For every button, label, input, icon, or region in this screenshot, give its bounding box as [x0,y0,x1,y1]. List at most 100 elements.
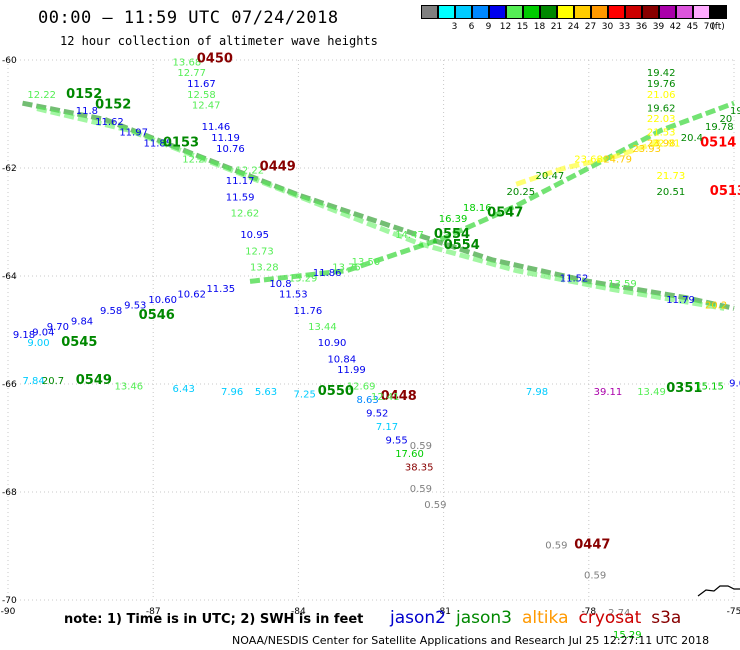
swh-value-label: 10.84 [327,354,356,365]
colorbar-label: 33 [618,22,631,32]
swh-value-label: 13.28 [250,263,279,274]
swh-value-label: 13.75 [332,263,361,274]
y-tick-label: -70 [2,596,17,606]
swh-value-label: 11.53 [279,290,308,301]
swh-value-label: 11.62 [95,117,124,128]
y-tick-label: -60 [2,56,17,66]
pass-time-label: 0545 [61,335,97,350]
colorbar-label: 27 [584,22,597,32]
pass-time-label: 0450 [197,52,233,67]
x-tick-label: -87 [146,607,161,617]
colorbar-swatch [625,5,642,19]
swh-value-label: 11.19 [211,133,240,144]
pass-time-label: 0546 [139,308,175,323]
swh-value-label: 10.62 [177,290,206,301]
swh-value-label: 0.59 [584,570,606,581]
colorbar-swatch [489,5,506,19]
swh-value-label: 11.99 [337,365,366,376]
swh-value-label: 11.59 [226,192,255,203]
swh-value-label: 21.06 [647,90,676,101]
swh-value-label: 7.17 [376,422,398,433]
colorbar-label: 3 [451,22,458,32]
swh-value-label: 10.95 [240,230,269,241]
x-tick-label: -75 [727,607,740,617]
pass-time-label: 0547 [487,206,523,221]
legend-item-jason2: jason2 [390,608,446,628]
x-tick-label: -78 [581,607,596,617]
pass-time-label: 0554 [444,238,480,253]
swh-value-label: 9.52 [366,408,388,419]
swh-value-label: 13.49 [637,387,666,398]
swh-value-label: 12.62 [231,209,260,220]
swh-value-label: 20 [719,114,732,125]
swh-value-label: 9.55 [386,435,408,446]
swh-value-label: 9.70 [47,322,69,333]
pass-time-label: 0152 [95,98,131,113]
swh-value-label: 0.59 [424,500,446,511]
swh-value-label: 10.60 [148,295,177,306]
pass-time-label: 0514 [700,135,736,150]
swh-value-label: 11.67 [187,79,216,90]
swh-value-label: 5.63 [255,387,277,398]
swh-value-label: 21.73 [657,171,686,182]
swh-value-label: 0.59 [410,484,432,495]
footer-note: note: 1) Time is in UTC; 2) SWH is in fe… [64,612,364,627]
swh-value-label: 9.58 [100,306,122,317]
swh-value-label: 8.63 [356,395,378,406]
swh-value-label: 11.52 [560,273,589,284]
y-tick-label: -68 [2,488,17,498]
colorbar-swatch [438,5,455,19]
swh-value-label: 17.60 [395,449,424,460]
swh-value-label: 12.2 [182,155,204,166]
colorbar-label: 36 [635,22,648,32]
y-tick-label: -64 [2,272,17,282]
swh-value-label: 12.41 [371,392,400,403]
swh-value-label: 11.76 [294,306,323,317]
swh-value-label: 38.35 [405,462,434,473]
swh-value-label: 11.79 [666,295,695,306]
swh-value-label: 19.78 [705,122,734,133]
colorbar-swatch [540,5,557,19]
colorbar-swatch [557,5,574,19]
swh-value-label: 23.98 [647,138,676,149]
swh-value-label: 10.76 [216,144,245,155]
x-tick-label: -90 [1,607,16,617]
swh-value-label: 7.84 [23,376,45,387]
swh-value-label: 20.7 [42,376,64,387]
swh-value-label: 20.2 [705,300,727,311]
pass-time-label: 0513 [710,184,740,199]
swh-value-label: 9.00 [27,338,49,349]
swh-value-label: 15.29 [613,630,642,641]
pass-time-label: 0554 [434,227,470,242]
swh-value-label: 10.8 [269,279,291,290]
swh-value-label: 16.39 [439,214,468,225]
swh-value-label: 12.73 [245,246,274,257]
swh-value-label: 11.85 [144,138,173,149]
swh-value-label: 7.25 [294,390,316,401]
colorbar-swatch [693,5,710,19]
swh-value-label: 6.43 [173,384,195,395]
swh-value-label: 0.59 [410,441,432,452]
swh-value-label: 20.4 [681,133,703,144]
swh-value-label: 14.47 [395,230,424,241]
swh-value-label: 19 [730,106,740,117]
swh-value-label: 9.84 [71,317,93,328]
footer-credit: NOAA/NESDIS Center for Satellite Applica… [232,634,710,647]
swh-value-label: 20.25 [507,187,536,198]
swh-value-label: 19.62 [647,103,676,114]
swh-value-label: 21.53 [647,128,676,139]
colorbar-label: 70 [703,22,716,32]
swh-value-label: 11.46 [202,122,231,133]
swh-value-label: 12.47 [192,101,221,112]
colorbar-label: 30 [601,22,614,32]
swh-value-label: 20.51 [657,187,686,198]
swh-value-label: 7.98 [526,387,548,398]
swh-value-label: 7.96 [221,387,243,398]
colorbar-label: 12 [499,22,512,32]
pass-time-label: 0447 [574,538,610,553]
legend-item-s3a: s3a [651,608,682,628]
grid [7,59,735,601]
colorbar-swatch [523,5,540,19]
colorbar-label: 42 [669,22,682,32]
